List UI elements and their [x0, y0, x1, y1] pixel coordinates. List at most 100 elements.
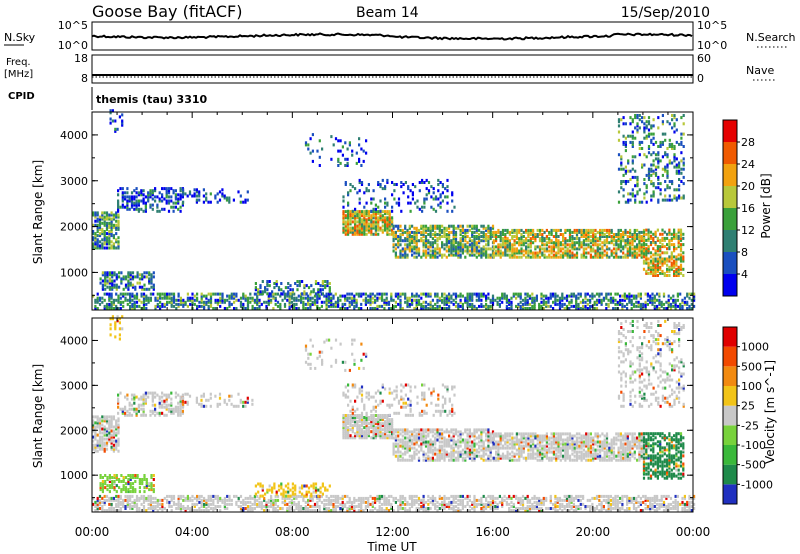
heatmap-cell — [145, 509, 148, 512]
heatmap-cell — [94, 238, 97, 242]
heatmap-cell — [374, 214, 377, 218]
heatmap-cell — [663, 245, 666, 249]
heatmap-cell — [147, 395, 150, 399]
heatmap-cell — [242, 509, 245, 512]
heatmap-cell — [594, 251, 597, 255]
heatmap-cell — [127, 273, 130, 277]
heatmap-cell — [522, 235, 525, 238]
heatmap-cell — [101, 490, 104, 494]
heatmap-cell — [473, 304, 476, 308]
heatmap-cell — [643, 130, 646, 134]
heatmap-cell — [360, 307, 363, 310]
heatmap-cell — [363, 228, 366, 232]
heatmap-cell — [350, 300, 354, 304]
heatmap-cell — [568, 251, 572, 255]
heatmap-cell — [675, 259, 678, 263]
heatmap-cell — [214, 496, 217, 500]
heatmap-cell — [413, 247, 416, 251]
heatmap-cell — [270, 292, 273, 296]
heatmap-cell — [423, 205, 426, 209]
heatmap-cell — [524, 307, 527, 310]
heatmap-cell — [388, 224, 391, 228]
heatmap-cell — [137, 207, 140, 211]
heatmap-cell — [108, 425, 111, 429]
heatmap-cell — [399, 235, 402, 238]
heatmap-cell — [326, 282, 329, 285]
heatmap-cell — [547, 304, 550, 308]
heatmap-cell — [251, 502, 254, 506]
heatmap-cell — [330, 300, 333, 304]
heatmap-cell — [497, 228, 500, 232]
heatmap-cell — [688, 296, 691, 300]
heatmap-cell — [621, 307, 624, 310]
heatmap-cell — [631, 239, 634, 243]
heatmap-cell — [108, 213, 111, 217]
heatmap-cell — [397, 224, 400, 228]
heatmap-cell — [675, 274, 678, 277]
heatmap-cell — [355, 298, 358, 302]
heatmap-cell — [377, 216, 380, 220]
heatmap-cell — [471, 296, 474, 300]
heatmap-cell — [631, 140, 634, 144]
heatmap-cell — [117, 242, 120, 246]
heatmap-cell — [179, 409, 182, 413]
heatmap-cell — [425, 193, 428, 197]
heatmap-cell — [251, 304, 254, 308]
heatmap-cell — [258, 500, 261, 504]
heatmap-cell — [101, 217, 104, 221]
heatmap-cell — [693, 296, 696, 300]
heatmap-cell — [127, 281, 130, 285]
heatmap-cell — [427, 241, 430, 245]
heatmap-cell — [334, 498, 337, 502]
heatmap-cell — [682, 167, 685, 171]
heatmap-cell — [649, 271, 653, 275]
heatmap-cell — [182, 507, 185, 510]
heatmap-cell — [209, 304, 213, 308]
heatmap-cell — [612, 235, 616, 238]
heatmap-cell — [103, 425, 106, 429]
heatmap-cell — [135, 207, 138, 211]
heatmap-cell — [374, 498, 377, 502]
heatmap-cell — [662, 307, 666, 310]
heatmap-cell — [119, 302, 122, 306]
heatmap-cell — [219, 496, 222, 500]
heatmap-cell — [652, 151, 655, 155]
heatmap-cell — [369, 302, 372, 306]
heatmap-cell — [461, 235, 464, 238]
heatmap-cell — [133, 189, 136, 193]
heatmap-cell — [599, 237, 602, 241]
heatmap-cell — [357, 307, 360, 310]
heatmap-cell — [295, 505, 298, 508]
heatmap-cell — [141, 273, 144, 277]
heatmap-cell — [647, 173, 651, 177]
heatmap-cell — [594, 255, 597, 259]
colorbar-tick-label: 24 — [741, 158, 755, 171]
heatmap-cell — [666, 173, 669, 177]
heatmap-cell — [313, 494, 317, 498]
heatmap-cell — [218, 402, 222, 406]
heatmap-cell — [637, 300, 640, 304]
heatmap-cell — [515, 296, 518, 300]
heatmap-cell — [636, 122, 639, 126]
heatmap-cell — [501, 296, 504, 300]
heatmap-cell — [94, 223, 97, 227]
heatmap-cell — [664, 165, 667, 169]
heatmap-cell — [459, 224, 462, 228]
heatmap-cell — [364, 505, 367, 508]
heatmap-cell — [376, 296, 379, 300]
heatmap-cell — [418, 181, 421, 184]
heatmap-cell — [536, 233, 539, 236]
heatmap-cell — [362, 298, 365, 302]
heatmap-cell — [434, 195, 438, 199]
heatmap-cell — [439, 195, 442, 199]
heatmap-cell — [363, 205, 366, 209]
heatmap-cell — [677, 245, 680, 249]
heatmap-cell — [421, 181, 424, 184]
heatmap-cell — [552, 253, 555, 257]
heatmap-cell — [135, 296, 139, 300]
heatmap-cell — [384, 187, 387, 191]
heatmap-cell — [342, 195, 345, 199]
heatmap-cell — [584, 296, 587, 300]
heatmap-cell — [638, 147, 641, 150]
heatmap-cell — [564, 249, 567, 253]
